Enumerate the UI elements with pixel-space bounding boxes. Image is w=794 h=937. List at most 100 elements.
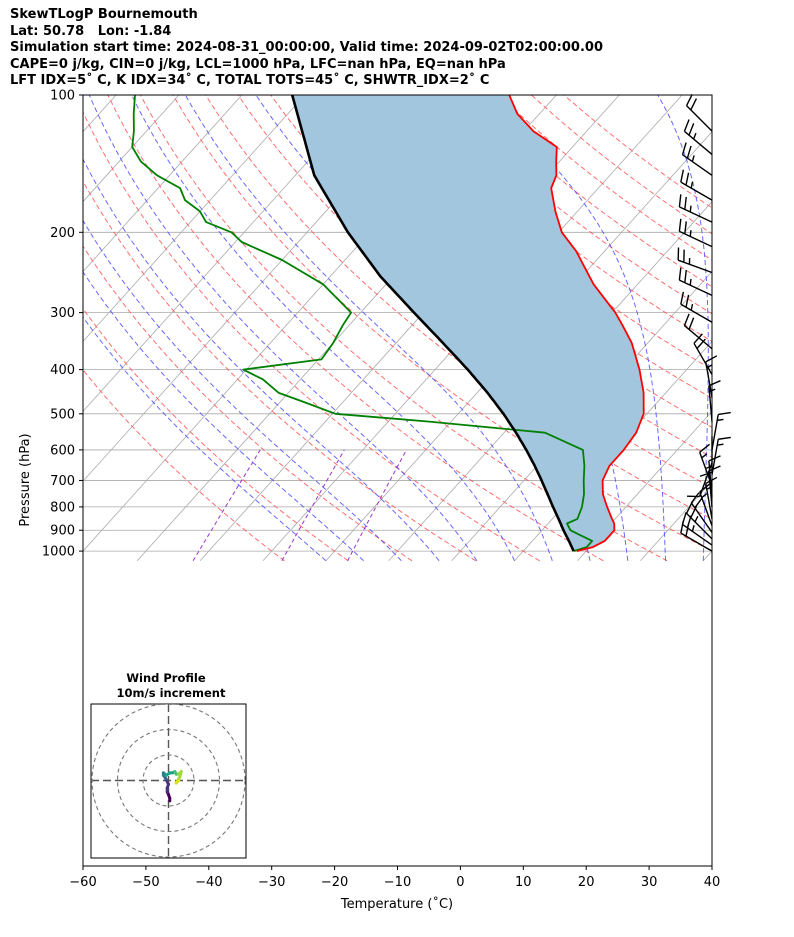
wind-barb	[683, 119, 713, 155]
wind-barb-half-flag	[690, 181, 694, 189]
wind-barb-flag	[690, 98, 698, 111]
mixing-ratio-line	[347, 449, 407, 562]
wind-barb-half-flag	[689, 278, 692, 286]
wind-barb	[677, 247, 713, 274]
wind-barb	[699, 443, 713, 487]
wind-barb	[683, 313, 713, 350]
station-location: Lat: 50.78 Lon: -1.84	[10, 23, 172, 39]
wind-barb-flag	[685, 94, 693, 106]
stability-indices: LFT IDX=5˚ C, K IDX=34˚ C, TOTAL TOTS=45…	[10, 73, 490, 88]
hodograph-trace	[175, 779, 181, 784]
wind-barb-flag	[685, 294, 690, 308]
hodograph-inset: Wind Profile 10m/s increment	[90, 671, 247, 859]
wind-barb	[678, 194, 713, 223]
wind-barb-flag	[686, 145, 692, 159]
wind-barb-flag	[718, 411, 731, 416]
wind-barb	[678, 267, 713, 297]
moist-adiabat	[83, 316, 327, 562]
wind-barb-flag	[680, 169, 685, 183]
wind-barb-half-flag	[691, 155, 695, 162]
wind-barb	[705, 355, 718, 398]
wind-barb	[685, 94, 713, 132]
y-tick-label: 900	[50, 524, 75, 539]
moist-adiabat	[83, 219, 402, 562]
y-tick-label: 200	[50, 226, 75, 241]
x-tick-label: 10	[515, 875, 532, 890]
wind-barb-half-flag	[701, 453, 708, 459]
mixing-ratio-line	[192, 449, 261, 562]
dry-adiabat	[107, 95, 604, 562]
wind-barb-flag	[705, 476, 718, 485]
wind-barb-half-flag	[692, 132, 697, 140]
wind-barb-half-flag	[701, 493, 708, 499]
wind-barb-flag	[685, 172, 690, 186]
wind-barb-flag	[699, 443, 711, 453]
dewpoint-line	[131, 95, 594, 552]
convective-parameters: CAPE=0 j/kg, CIN=0 j/kg, LCL=1000 hPa, L…	[10, 56, 506, 72]
wind-barb	[690, 492, 713, 533]
wind-barb-half-flag	[694, 515, 699, 523]
wind-barb	[685, 501, 713, 540]
wind-barb-half-flag	[689, 230, 692, 237]
y-tick-label: 500	[50, 407, 75, 422]
dry-adiabat	[83, 307, 349, 562]
wind-barb-flag	[708, 380, 721, 387]
x-axis-ticks: −60 −50 −40 −30 −20 −10 0 10 20 30 40	[69, 866, 720, 890]
x-tick-label: −40	[195, 875, 222, 890]
wind-barb-flag	[678, 218, 682, 232]
wind-barb-flag	[694, 497, 703, 509]
moist-adiabat	[83, 158, 440, 562]
moist-adiabat	[184, 95, 553, 561]
hodograph-subtitle: 10m/s increment	[117, 686, 226, 700]
wind-barb-half-flag	[705, 465, 713, 469]
mixing-ratio-line	[281, 449, 345, 562]
isotherm-line	[451, 270, 712, 562]
wind-barb	[687, 462, 713, 498]
dry-adiabat	[433, 95, 712, 315]
isotherm-line	[83, 95, 306, 343]
isotherm-line	[640, 480, 712, 562]
station-title: SkewTLogP Bournemouth	[10, 7, 198, 22]
wind-barb-flag	[684, 196, 687, 210]
x-tick-label: −10	[384, 875, 411, 890]
isotherm-line	[703, 550, 712, 562]
moist-adiabat	[88, 95, 478, 562]
wind-barb-flag	[696, 338, 706, 349]
x-tick-label: 30	[641, 875, 658, 890]
wind-barb	[711, 436, 731, 475]
hodograph-ring	[142, 754, 195, 807]
wind-barb-flag	[688, 123, 695, 136]
wind-barb-shaft	[699, 462, 713, 497]
hodograph-title: Wind Profile	[126, 671, 206, 685]
dry-adiabat	[83, 369, 285, 562]
x-tick-label: −60	[69, 875, 96, 890]
wind-barb-flag	[708, 465, 721, 472]
hodograph-ring	[116, 728, 221, 833]
y-tick-label: 800	[50, 500, 75, 515]
moist-adiabat	[487, 95, 667, 561]
x-tick-label: 20	[578, 875, 595, 890]
wind-barb-flag	[678, 194, 682, 208]
x-tick-label: −30	[258, 875, 285, 890]
isotherm-line	[83, 95, 180, 203]
y-tick-label: 600	[50, 443, 75, 458]
wind-barb-flag	[690, 492, 700, 504]
x-tick-label: 0	[456, 875, 464, 890]
wind-barb-half-flag	[690, 303, 694, 311]
wind-barb	[680, 169, 713, 201]
y-tick-label: 700	[50, 474, 75, 489]
dry-adiabat	[83, 180, 477, 562]
y-tick-label: 300	[50, 306, 75, 321]
wind-barb-shaft	[686, 105, 713, 132]
wind-barb-flag	[681, 512, 687, 525]
moist-adiabat	[83, 270, 364, 562]
wind-barb	[693, 333, 713, 375]
hodograph-plot	[91, 704, 246, 858]
wind-barb-half-flag	[691, 525, 695, 532]
y-axis-ticks: 100 200 300 400 500 600 700 800 900 1000	[42, 89, 83, 560]
figure-header: SkewTLogP Bournemouth Lat: 50.78 Lon: -1…	[10, 7, 603, 90]
wind-barb-flag	[683, 313, 690, 326]
isotherm-line	[83, 95, 368, 412]
wind-barb	[681, 142, 713, 176]
